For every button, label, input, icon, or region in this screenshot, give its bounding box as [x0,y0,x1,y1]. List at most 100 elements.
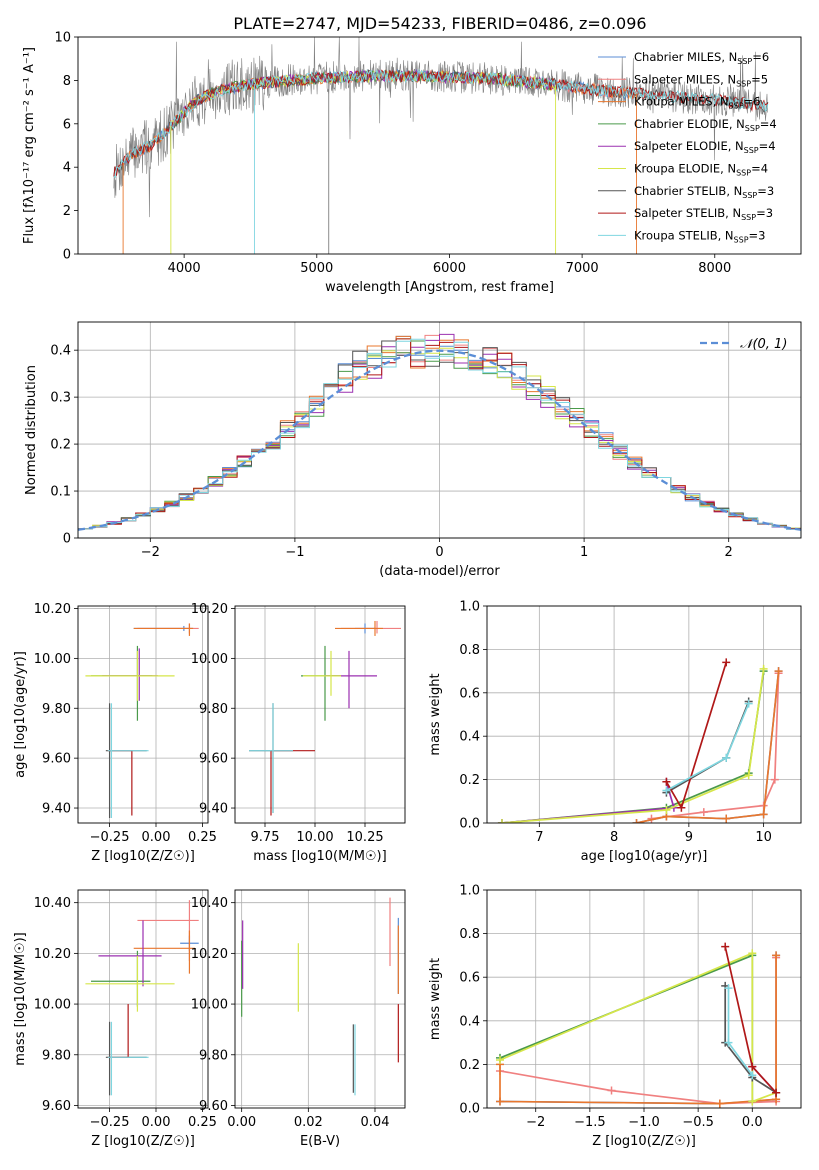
x-tick-label: 10.25 [346,830,383,845]
y-tick-label: 0.6 [459,686,480,701]
error-bar-point [107,1021,149,1096]
y-tick-label: 10.00 [34,652,71,667]
weight-marker [744,699,753,708]
x-axis-label: mass [log10(M/M☉)] [253,849,386,864]
x-tick-label: −2 [526,1115,545,1130]
x-tick-label: 0.0 [742,1115,763,1130]
weight-marker [677,803,686,812]
weight-marker [759,664,768,673]
y-tick-label: 9.80 [42,1048,71,1063]
weight-marker [748,1062,757,1071]
error-bar-point [85,955,175,1012]
y-tick-label: 0.2 [50,438,71,453]
x-tick-label: −0.5 [682,1115,714,1130]
y-tick-label: 4 [63,161,71,176]
weight-series-line [724,946,777,1094]
weight-marker [722,814,731,823]
x-tick-label: 8 [610,830,618,845]
y-tick-label: 0.8 [459,927,480,942]
x-tick-label: 7000 [566,261,599,276]
y-tick-label: 1.0 [459,884,480,899]
weight-series-line [636,671,780,823]
weight-marker [724,1038,733,1047]
weight-series-line [501,668,765,823]
x-tick-label: −1.0 [628,1115,660,1130]
x-tick-label: −0.25 [90,1115,130,1130]
y-tick-label: 9.60 [42,752,71,767]
weight-marker [662,786,671,795]
y-tick-label: 10.00 [191,998,228,1013]
mass_vs_Z-plot-area [85,900,199,1096]
legend-entry: Kroupa STELIB, NSSP=3 [634,228,765,244]
y-tick-label: 0.4 [50,344,71,359]
histogram-panel: −2 −1 0 1 2 0 0.1 0.2 0.3 0.4 (data-model)/error No… [24,321,802,579]
x-tick-label: 0.00 [142,830,171,845]
y-tick-label: 2 [63,204,71,219]
weight-series-line [636,671,780,823]
y-tick-label: 9.40 [199,802,228,817]
weight-marker [495,1056,504,1065]
mass_vs_ebv-panel: 0.00 0.02 0.04 9.60 9.80 10.00 10.20 10.40 E(B-V… [191,889,406,1149]
y-tick-label: 9.60 [199,752,228,767]
y-tick-label: 9.80 [199,702,228,717]
x-tick-label: 0 [435,545,443,560]
y-tick-label: 10.00 [191,652,228,667]
x-tick-label: 2 [725,545,733,560]
x-tick-label: 0.02 [294,1115,323,1130]
x-tick-label: 8000 [698,261,731,276]
y-tick-label: 0.4 [459,730,480,745]
y-tick-label: 8 [63,74,71,89]
weight-marker [495,1097,504,1106]
residual-histogram [78,338,801,538]
y-tick-label: 10 [54,31,71,46]
x-tick-label: 9 [685,830,693,845]
error-bar-point [133,930,195,974]
x-axis-label: age [log10(age/yr)] [581,849,708,864]
error-bar-point [102,648,158,701]
y-tick-label: 6 [63,117,71,132]
x-tick-label: 1 [580,545,588,560]
error-bar-point [107,703,149,819]
weight-marker [699,808,708,817]
weight-marker [662,777,671,786]
legend-entry: Salpeter ELODIE, NSSP=4 [634,139,776,155]
x-tick-label: 0.00 [142,1115,171,1130]
axes-frame [77,321,802,539]
error-bar-point [133,623,194,636]
weight-marker [759,810,768,819]
legend-entry: Chabrier ELODIE, NSSP=4 [634,117,777,133]
y-tick-label: 10.40 [191,896,228,911]
weight-marker [722,753,731,762]
y-axis-label: Flux [fλ10⁻¹⁷ erg cm⁻² s⁻¹ A⁻¹] [22,47,37,244]
model-spectrum [113,69,769,177]
error-bar-point [249,703,293,814]
weight-marker [770,775,779,784]
weight-series-line [724,985,777,1094]
weight-marker [748,1097,757,1106]
error-bar-point [98,920,162,987]
y-axis-label: mass weight [428,958,443,1040]
weight-marker [748,949,757,958]
age_vs_mass-plot-area [249,620,401,816]
x-tick-label: 7 [535,830,543,845]
legend-entry: Kroupa MILES, NSSP=6 [634,95,760,111]
y-axis-label: Normed distribution [24,365,39,495]
y-tick-label: 0.1 [50,485,71,500]
error-bar-point [301,645,341,721]
axes-frame [77,36,802,255]
y-tick-label: 10.20 [34,947,71,962]
y-tick-label: 10.20 [191,602,228,617]
mass_vs_ebv-plot-area [241,897,399,1096]
y-axis-label: mass weight [428,673,443,755]
legend-entry: Chabrier STELIB, NSSP=3 [634,184,774,200]
y-axis-label: mass [log10(M/M☉)] [13,932,28,1065]
weight-marker [744,771,753,780]
age_vs_Z-plot-area [85,623,199,819]
x-tick-label: −1.5 [574,1115,606,1130]
y-tick-label: 9.80 [42,702,71,717]
error-bar-point [341,620,401,634]
x-axis-label: Z [log10(Z/Z☉)] [91,849,195,864]
x-tick-label: 0.25 [188,830,217,845]
weight_vs_age-panel: 7 8 9 10 0.0 0.2 0.4 0.6 0.8 1.0 age [log10(age/yr… [428,600,802,864]
